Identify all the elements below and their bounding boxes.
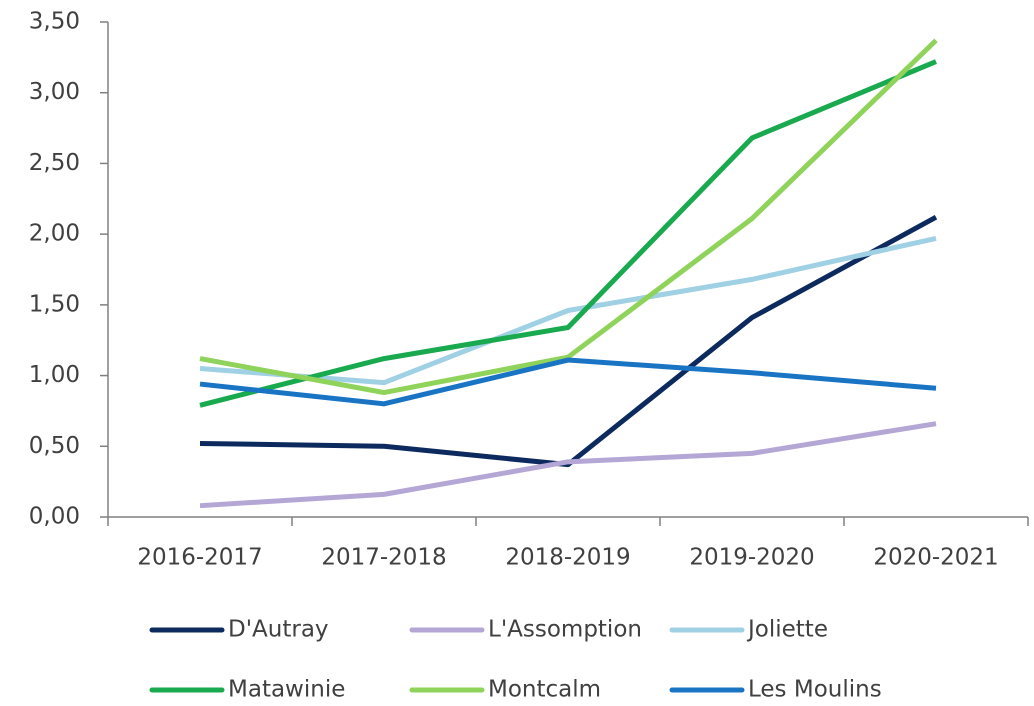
legend-label: Matawinie	[228, 677, 345, 703]
y-tick-label: 2,00	[29, 221, 80, 247]
x-tick-label: 2019-2020	[689, 545, 814, 571]
series-line	[199, 38, 938, 396]
legend-label: Joliette	[746, 617, 828, 643]
y-tick-label: 1,00	[29, 362, 80, 388]
y-tick-label: 0,00	[29, 504, 80, 530]
y-tick-label: 3,50	[29, 9, 80, 35]
legend-label: D'Autray	[228, 617, 329, 643]
legend-label: Les Moulins	[748, 677, 882, 703]
series-line	[199, 235, 937, 386]
x-tick-label: 2017-2018	[321, 545, 446, 571]
series-line	[199, 59, 937, 408]
legend-label: L'Assomption	[488, 617, 642, 643]
y-tick-label: 1,50	[29, 291, 80, 317]
legend-label: Montcalm	[488, 677, 601, 703]
y-tick-label: 0,50	[29, 433, 80, 459]
y-tick-label: 3,00	[29, 79, 80, 105]
x-tick-label: 2018-2019	[505, 545, 630, 571]
series-line	[199, 357, 937, 407]
x-tick-label: 2020-2021	[873, 545, 998, 571]
series-line	[199, 214, 938, 468]
y-tick-label: 2,50	[29, 150, 80, 176]
x-tick-label: 2016-2017	[137, 545, 262, 571]
series-line	[199, 421, 937, 509]
